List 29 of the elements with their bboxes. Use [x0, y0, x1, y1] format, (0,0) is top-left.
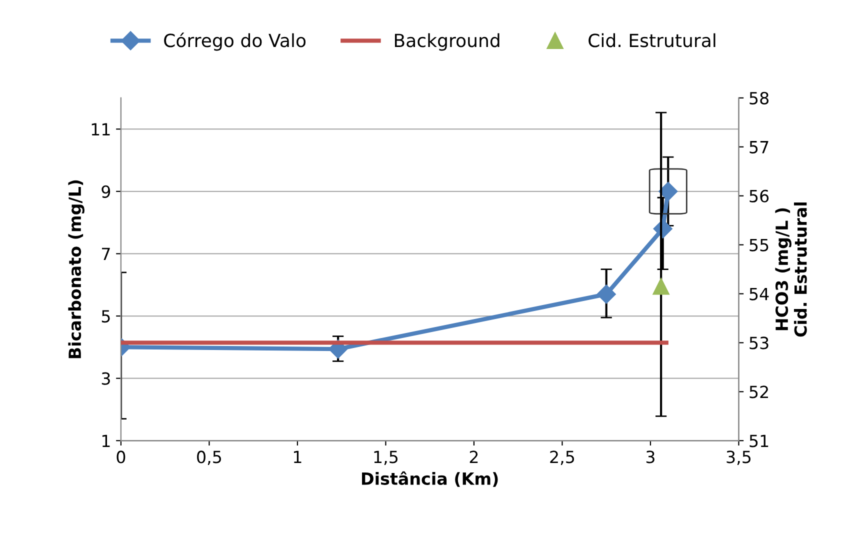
- y2-tick-label: 53: [750, 336, 768, 350]
- y-tick-label: 9: [102, 185, 110, 198]
- y-tick-label: 11: [92, 123, 110, 136]
- y-axis-title: Bicarbonato (mg/L): [68, 180, 84, 358]
- x-tick-label: 3: [646, 450, 654, 464]
- y2-tick-label: 51: [750, 434, 768, 448]
- x-tick-label: 0,5: [197, 450, 222, 465]
- y-tick-label: 5: [102, 310, 110, 323]
- y2-tick-label: 55: [750, 238, 768, 252]
- y2-tick-label: 57: [750, 141, 768, 154]
- y2-axis-title: HCO3 (mg/L ) Cid. Estrutural: [775, 202, 807, 337]
- x-tick-label: 0: [116, 450, 126, 464]
- y2-tick-label: 52: [750, 386, 768, 398]
- y2-tick-label: 56: [750, 190, 769, 202]
- x-tick-label: 1,5: [374, 450, 398, 465]
- legend-label: Córrego do Valo: [164, 32, 306, 51]
- x-tick-label: 3,5: [726, 450, 751, 465]
- y-tick-label: 3: [102, 372, 110, 385]
- x-tick-label: 1: [294, 450, 302, 464]
- x-tick-label: 2,5: [550, 450, 574, 465]
- x-axis-title: Distância (Km): [362, 471, 498, 487]
- y2-tick-label: 54: [750, 288, 769, 300]
- y-tick-label: 7: [102, 248, 110, 260]
- legend-label: Background: [394, 33, 500, 51]
- point: [596, 284, 616, 304]
- y-tick-label: 1: [102, 434, 110, 447]
- y2-tick-label: 58: [750, 92, 769, 104]
- x-tick-label: 2: [470, 450, 478, 464]
- legend-label: Cid. Estrutural: [588, 33, 716, 48]
